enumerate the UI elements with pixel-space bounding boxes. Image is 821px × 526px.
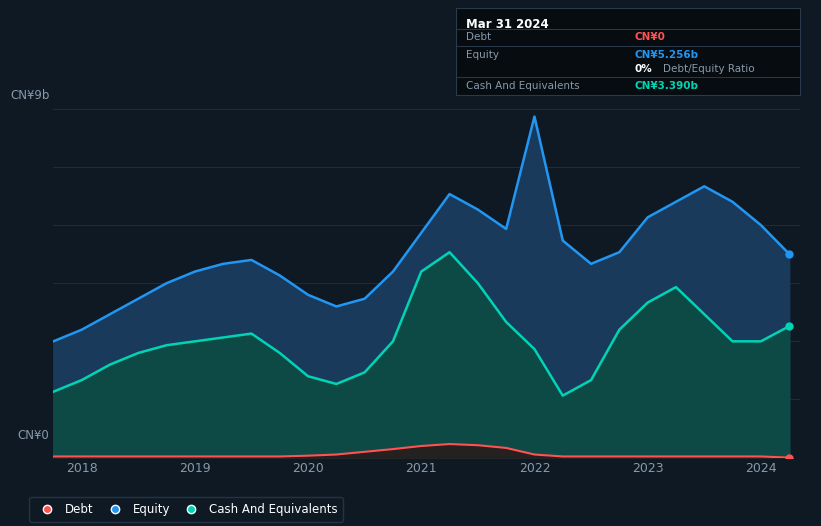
Text: Debt/Equity Ratio: Debt/Equity Ratio [663, 64, 754, 74]
Text: 0%: 0% [635, 64, 653, 74]
Text: Mar 31 2024: Mar 31 2024 [466, 18, 548, 32]
Text: CN¥0: CN¥0 [635, 32, 666, 42]
Text: CN¥3.390b: CN¥3.390b [635, 81, 699, 91]
Legend: Debt, Equity, Cash And Equivalents: Debt, Equity, Cash And Equivalents [30, 497, 343, 522]
Text: Debt: Debt [466, 32, 491, 42]
Text: CN¥5.256b: CN¥5.256b [635, 49, 699, 59]
Text: Equity: Equity [466, 49, 499, 59]
Text: Cash And Equivalents: Cash And Equivalents [466, 81, 580, 91]
Text: CN¥9b: CN¥9b [10, 89, 49, 103]
Text: CN¥0: CN¥0 [17, 429, 49, 442]
